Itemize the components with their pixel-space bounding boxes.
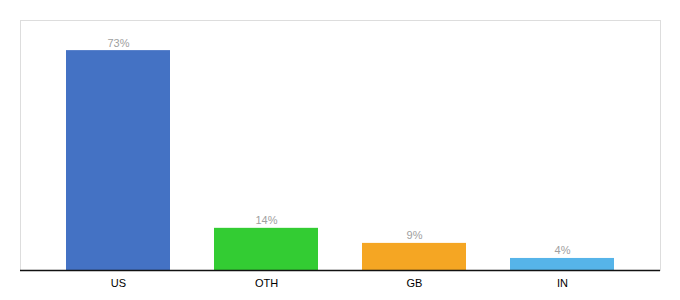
svg-text:US: US	[111, 277, 126, 289]
svg-text:IN: IN	[557, 277, 568, 289]
svg-text:73%: 73%	[107, 37, 129, 49]
svg-text:4%: 4%	[555, 244, 571, 256]
svg-text:14%: 14%	[255, 214, 277, 226]
svg-text:GB: GB	[407, 277, 423, 289]
svg-text:OTH: OTH	[255, 277, 278, 289]
svg-text:9%: 9%	[407, 229, 423, 241]
